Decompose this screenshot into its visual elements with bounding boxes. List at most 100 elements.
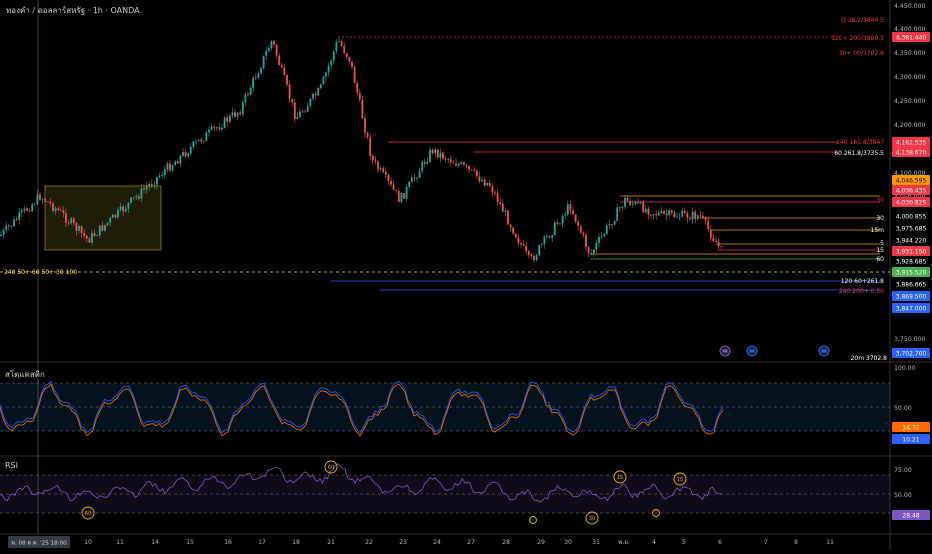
candle-body — [598, 236, 600, 243]
price-badge[interactable]: 3,702.700 — [892, 348, 930, 358]
candle — [670, 209, 673, 216]
price-badge-text: 3,928.685 — [896, 258, 927, 265]
candle-body — [384, 171, 387, 175]
candle-body — [371, 155, 374, 161]
stoch-d-line[interactable] — [0, 383, 724, 437]
rsi-divergence-marker[interactable]: 60 — [324, 460, 338, 474]
rsi-badge[interactable]: 28.48 — [892, 510, 930, 520]
us-flag-icon[interactable] — [818, 345, 830, 357]
price-badge[interactable]: 4,046.595 — [892, 175, 930, 185]
candle — [93, 228, 96, 237]
candle-body — [265, 51, 268, 56]
candle — [247, 91, 249, 98]
us-flag-icon[interactable] — [746, 345, 758, 357]
rsi-divergence-marker[interactable]: 15 — [613, 470, 627, 484]
rsi-divergence-marker[interactable]: 30 — [585, 511, 599, 525]
candle — [46, 201, 49, 203]
range-box[interactable] — [44, 185, 162, 251]
candle — [195, 138, 197, 145]
candle-body — [23, 208, 26, 211]
candle — [262, 55, 265, 70]
price-badge[interactable]: 4,000.855 — [892, 211, 930, 221]
price-badge[interactable]: 4,036.435 — [892, 185, 930, 195]
candle-body — [488, 182, 491, 187]
price-badge[interactable]: 3,931.150 — [892, 246, 930, 256]
candle-body — [564, 214, 567, 216]
candle — [0, 232, 2, 237]
rsi-pane-label[interactable]: RSI — [5, 461, 18, 470]
candle-body — [7, 225, 10, 227]
candle — [210, 123, 213, 131]
candle-body — [413, 177, 416, 179]
candle — [301, 109, 304, 114]
time-cursor-label[interactable]: พ. 08 ต.ค. '25 18:00 — [8, 536, 70, 548]
candle-body — [569, 204, 572, 211]
candle-body — [273, 40, 275, 45]
candle — [5, 221, 8, 233]
candle-body — [592, 249, 595, 254]
candle — [699, 211, 702, 219]
level-label: 30+ 00/3702.6 — [839, 50, 884, 57]
price-badge[interactable]: 3,975.685 — [892, 223, 930, 233]
time-cursor-bg — [8, 536, 70, 548]
rsi-divergence-marker[interactable]: 60 — [81, 506, 95, 520]
stoch-k-line[interactable] — [0, 380, 724, 434]
rsi-divergence-marker[interactable] — [652, 509, 660, 517]
candle-body — [390, 180, 392, 185]
candle — [179, 154, 182, 167]
price-badge[interactable]: 4,030.825 — [892, 197, 930, 207]
candle — [598, 232, 600, 248]
candle — [72, 216, 75, 227]
candle-body — [166, 163, 169, 170]
candle — [49, 198, 52, 207]
price-badge[interactable]: 4,138.670 — [892, 147, 930, 157]
candle-body — [135, 196, 138, 198]
candle-body — [574, 214, 577, 222]
rsi-divergence-marker[interactable]: 15 — [673, 472, 687, 486]
stoch-d-badge[interactable]: 10.21 — [892, 434, 930, 444]
candle — [382, 165, 385, 174]
flash-icon[interactable] — [719, 345, 731, 357]
price-badge[interactable]: 3,847.000 — [892, 303, 930, 313]
price-badge[interactable]: 3,915.520 — [892, 267, 930, 277]
candle — [57, 206, 60, 212]
stoch-pane-label[interactable]: สโตแคสติก — [5, 370, 45, 379]
candle-body — [10, 226, 13, 227]
candle — [2, 227, 5, 238]
rsi-line[interactable] — [0, 463, 723, 503]
symbol-title[interactable]: ทองคำ / ดอลลาร์สหรัฐ · 1h · OANDA — [6, 6, 140, 15]
candle-body — [429, 149, 431, 162]
candle — [712, 234, 715, 243]
candle-body — [431, 149, 434, 154]
stoch-k-badge[interactable]: 14.72 — [892, 422, 930, 432]
rsi-marker-text: 60 — [85, 511, 91, 517]
candle-body — [247, 94, 249, 96]
candle — [652, 213, 655, 220]
price-badge[interactable]: 4,161.535 — [892, 137, 930, 147]
candle-body — [275, 44, 278, 56]
candle-body — [106, 222, 109, 226]
price-badge[interactable]: 3,886.665 — [892, 279, 930, 289]
candle — [215, 126, 218, 131]
candle — [452, 159, 455, 164]
rsi-divergence-marker[interactable] — [529, 516, 537, 524]
candle — [130, 197, 132, 204]
candle — [564, 210, 567, 220]
candle — [148, 181, 151, 191]
price-badge[interactable]: 3,869.500 — [892, 291, 930, 301]
candle-body — [39, 194, 41, 200]
price-badge[interactable]: 3,928.685 — [892, 256, 930, 266]
time-axis-label: 11 — [826, 539, 834, 546]
candle-body — [512, 227, 515, 234]
rsi-marker-ring — [529, 516, 537, 524]
candle-body — [200, 139, 203, 142]
us-flag-icon-glyph — [749, 349, 755, 353]
candle — [267, 45, 270, 52]
candle — [291, 98, 294, 107]
price-badge[interactable]: 4,381.440 — [892, 32, 930, 42]
price-badge[interactable]: 3,944.220 — [892, 235, 930, 245]
rsi-marker-ring — [324, 460, 338, 474]
candle — [137, 193, 140, 201]
candle — [629, 198, 632, 207]
